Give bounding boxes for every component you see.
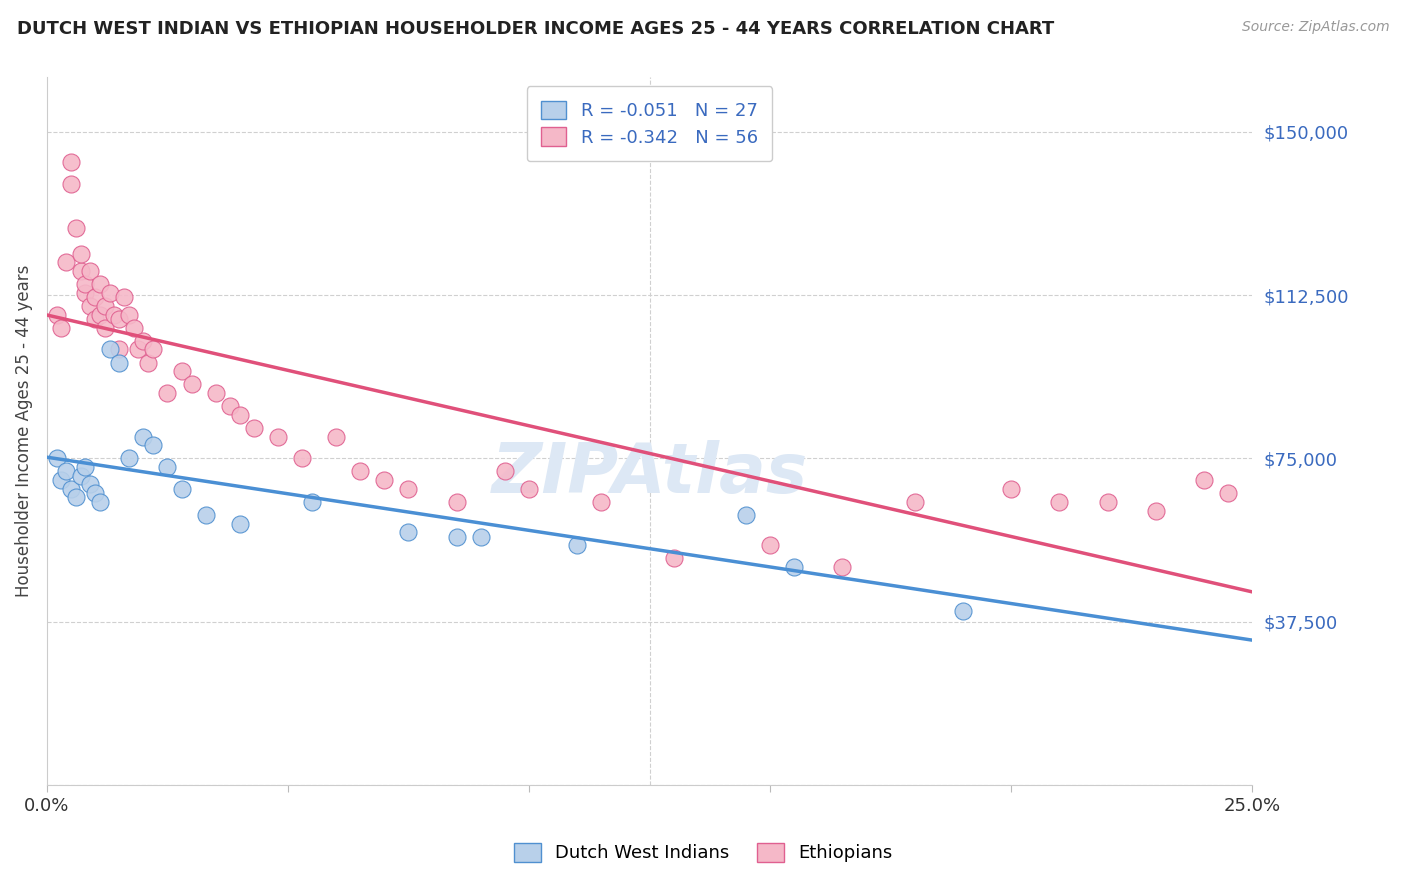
Point xyxy=(118,308,141,322)
Point xyxy=(170,364,193,378)
Text: ZIPAtlas: ZIPAtlas xyxy=(492,440,807,507)
Point xyxy=(398,525,420,540)
Point xyxy=(75,460,97,475)
Point xyxy=(65,491,87,505)
Point xyxy=(662,551,685,566)
Point xyxy=(122,320,145,334)
Point xyxy=(136,355,159,369)
Point xyxy=(446,495,468,509)
Point xyxy=(45,308,67,322)
Text: Source: ZipAtlas.com: Source: ZipAtlas.com xyxy=(1241,20,1389,34)
Point xyxy=(79,264,101,278)
Point xyxy=(952,604,974,618)
Point xyxy=(128,343,150,357)
Legend: Dutch West Indians, Ethiopians: Dutch West Indians, Ethiopians xyxy=(506,836,900,870)
Point xyxy=(59,177,82,191)
Point xyxy=(84,486,107,500)
Point xyxy=(69,246,91,260)
Point xyxy=(204,386,226,401)
Point xyxy=(1097,495,1119,509)
Legend: R = -0.051   N = 27, R = -0.342   N = 56: R = -0.051 N = 27, R = -0.342 N = 56 xyxy=(527,87,772,161)
Point xyxy=(93,299,115,313)
Point xyxy=(1000,482,1022,496)
Point xyxy=(243,421,266,435)
Point xyxy=(89,308,111,322)
Point xyxy=(118,451,141,466)
Point xyxy=(98,343,121,357)
Point xyxy=(51,473,73,487)
Point xyxy=(591,495,613,509)
Point xyxy=(108,343,131,357)
Point xyxy=(65,220,87,235)
Point xyxy=(75,277,97,292)
Point xyxy=(156,386,179,401)
Point xyxy=(291,451,314,466)
Point xyxy=(783,560,806,574)
Point xyxy=(89,495,111,509)
Text: DUTCH WEST INDIAN VS ETHIOPIAN HOUSEHOLDER INCOME AGES 25 - 44 YEARS CORRELATION: DUTCH WEST INDIAN VS ETHIOPIAN HOUSEHOLD… xyxy=(17,20,1054,37)
Point xyxy=(1047,495,1070,509)
Point xyxy=(229,408,252,422)
Point xyxy=(75,285,97,300)
Point xyxy=(55,255,77,269)
Point xyxy=(89,277,111,292)
Point xyxy=(98,285,121,300)
Point xyxy=(170,482,193,496)
Point xyxy=(45,451,67,466)
Point xyxy=(156,460,179,475)
Point xyxy=(325,429,347,443)
Point xyxy=(112,290,135,304)
Point xyxy=(108,355,131,369)
Point xyxy=(59,155,82,169)
Point xyxy=(84,312,107,326)
Point xyxy=(1144,503,1167,517)
Point xyxy=(132,334,155,348)
Point xyxy=(301,495,323,509)
Point xyxy=(142,343,165,357)
Point xyxy=(69,468,91,483)
Point xyxy=(79,299,101,313)
Point xyxy=(831,560,853,574)
Point xyxy=(494,464,516,478)
Point xyxy=(517,482,540,496)
Point xyxy=(446,530,468,544)
Point xyxy=(398,482,420,496)
Point xyxy=(142,438,165,452)
Point xyxy=(79,477,101,491)
Point xyxy=(267,429,290,443)
Point xyxy=(219,399,242,413)
Y-axis label: Householder Income Ages 25 - 44 years: Householder Income Ages 25 - 44 years xyxy=(15,265,32,598)
Point xyxy=(759,538,782,552)
Point xyxy=(1192,473,1215,487)
Point xyxy=(84,290,107,304)
Point xyxy=(567,538,589,552)
Point xyxy=(229,516,252,531)
Point xyxy=(51,320,73,334)
Point xyxy=(103,308,125,322)
Point xyxy=(93,320,115,334)
Point xyxy=(735,508,758,522)
Point xyxy=(195,508,218,522)
Point xyxy=(180,377,202,392)
Point xyxy=(132,429,155,443)
Point xyxy=(108,312,131,326)
Point xyxy=(1216,486,1239,500)
Point xyxy=(349,464,371,478)
Point xyxy=(904,495,927,509)
Point xyxy=(470,530,492,544)
Point xyxy=(373,473,395,487)
Point xyxy=(55,464,77,478)
Point xyxy=(59,482,82,496)
Point xyxy=(69,264,91,278)
